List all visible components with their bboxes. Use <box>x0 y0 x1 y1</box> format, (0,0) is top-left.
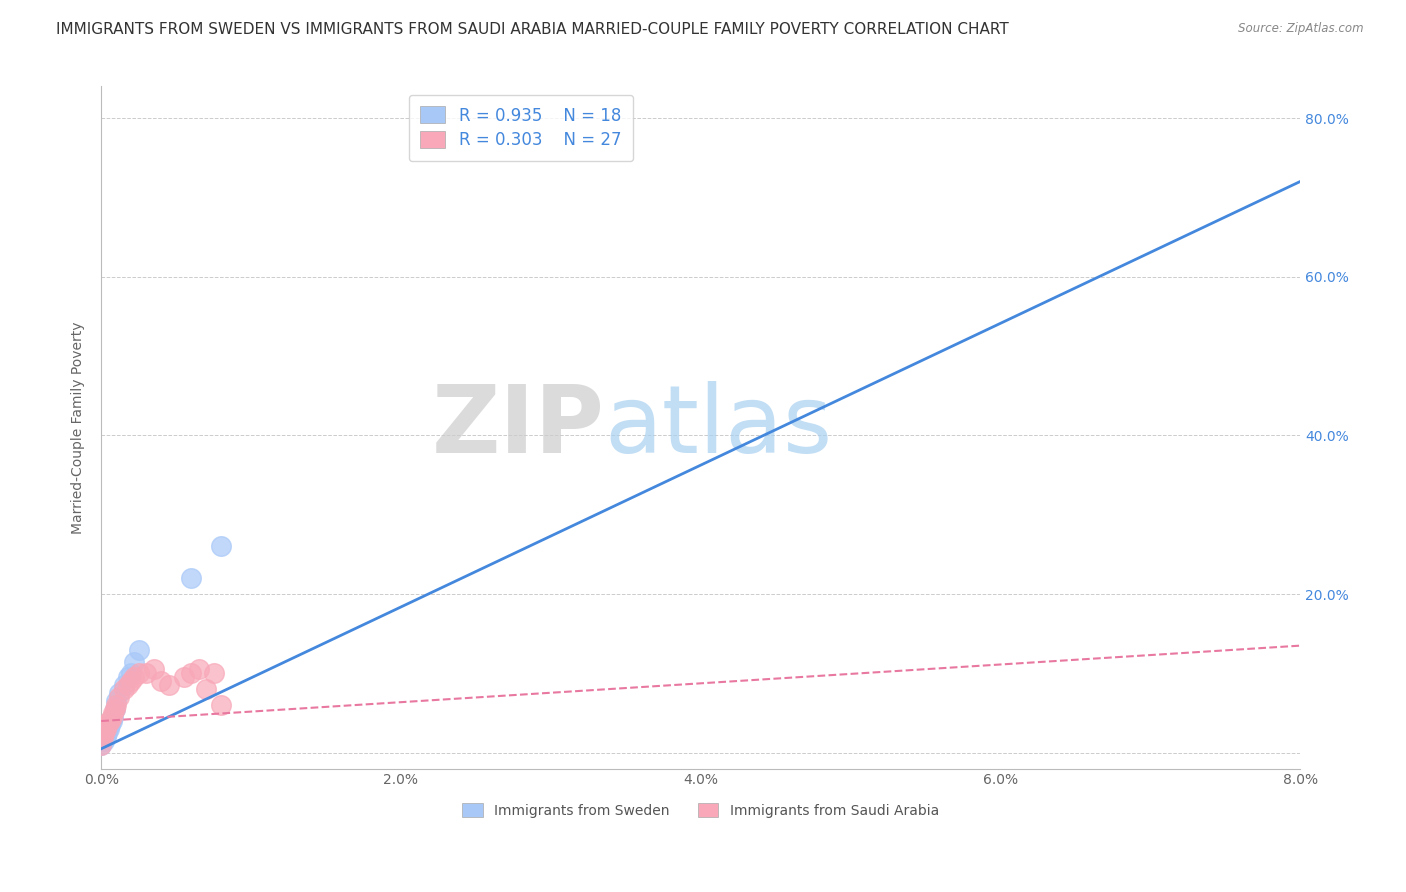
Point <box>94 730 117 744</box>
Point <box>108 686 131 700</box>
Point <box>187 662 209 676</box>
Text: ZIP: ZIP <box>432 382 605 474</box>
Point <box>150 674 173 689</box>
Point <box>105 698 128 713</box>
Point <box>209 540 232 554</box>
Point <box>94 722 117 736</box>
Point <box>180 571 202 585</box>
Point <box>98 718 121 732</box>
Point <box>112 682 135 697</box>
Point <box>100 714 122 728</box>
Point <box>112 678 135 692</box>
Point <box>128 642 150 657</box>
Point <box>93 726 115 740</box>
Text: IMMIGRANTS FROM SWEDEN VS IMMIGRANTS FROM SAUDI ARABIA MARRIED-COUPLE FAMILY POV: IMMIGRANTS FROM SWEDEN VS IMMIGRANTS FRO… <box>56 22 1010 37</box>
Point <box>97 714 120 728</box>
Point <box>120 674 142 689</box>
Point <box>173 670 195 684</box>
Point <box>93 734 115 748</box>
Text: atlas: atlas <box>605 382 832 474</box>
Point <box>90 738 112 752</box>
Point <box>195 682 218 697</box>
Point <box>128 666 150 681</box>
Point <box>103 706 125 720</box>
Point <box>142 662 165 676</box>
Point <box>100 710 122 724</box>
Text: Source: ZipAtlas.com: Source: ZipAtlas.com <box>1239 22 1364 36</box>
Legend: Immigrants from Sweden, Immigrants from Saudi Arabia: Immigrants from Sweden, Immigrants from … <box>457 797 945 823</box>
Point <box>91 730 114 744</box>
Point <box>96 718 118 732</box>
Point <box>209 698 232 713</box>
Point <box>180 666 202 681</box>
Point <box>104 702 127 716</box>
Point <box>122 670 145 684</box>
Y-axis label: Married-Couple Family Poverty: Married-Couple Family Poverty <box>72 321 86 533</box>
Point <box>202 666 225 681</box>
Point <box>117 678 139 692</box>
Point <box>98 714 121 728</box>
Point <box>120 666 142 681</box>
Point <box>104 702 127 716</box>
Point <box>122 655 145 669</box>
Point <box>108 690 131 705</box>
Point <box>157 678 180 692</box>
Point <box>117 670 139 684</box>
Point <box>105 694 128 708</box>
Point <box>103 710 125 724</box>
Point <box>97 722 120 736</box>
Point <box>135 666 157 681</box>
Point <box>96 726 118 740</box>
Point <box>90 738 112 752</box>
